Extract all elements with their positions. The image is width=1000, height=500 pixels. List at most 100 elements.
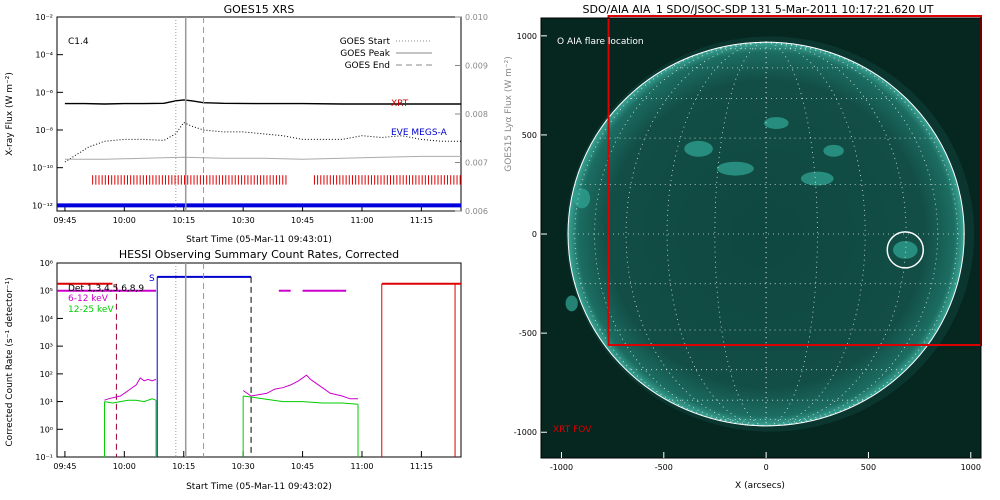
aia-ytick-label: 0 — [532, 230, 537, 239]
goes-ytick-label: 10⁻⁶ — [35, 88, 53, 97]
goes-title: GOES15 XRS — [224, 3, 295, 16]
aia-xlabel: X (arcsecs) — [735, 481, 785, 491]
goes-xtick-label: 10:15 — [172, 216, 195, 225]
aia-panel: SDO/AIA AIA_1 SDO/JSOC-SDP 131 5-Mar-201… — [514, 3, 983, 491]
aia-longitude-line — [766, 41, 958, 427]
hessi-state-bars — [57, 275, 461, 457]
goes-xtick-label: 10:00 — [113, 216, 136, 225]
aia-overlays — [540, 15, 983, 459]
hessi-y-axis: 10⁶ 10⁵ 10⁴ 10³ 10² 10¹ 10⁰ 10⁻¹ — [35, 259, 63, 462]
hessi-ytick-label: 10⁰ — [40, 425, 53, 434]
goes-y-axis: 10⁻² 10⁻⁴ 10⁻⁶ 10⁻⁸ 10⁻¹⁰ 10⁻¹² — [32, 13, 63, 210]
goes-y2tick-label: 0.006 — [465, 207, 488, 216]
aia-title: SDO/AIA AIA_1 SDO/JSOC-SDP 131 5-Mar-201… — [583, 3, 934, 16]
hessi-xtick-label: 10:45 — [291, 462, 314, 471]
hessi-xtick-label: 11:15 — [410, 462, 433, 471]
goes-ytick-label: 10⁻² — [35, 13, 53, 22]
hessi-ytick-label: 10¹ — [40, 398, 53, 407]
aia-active-region-3 — [800, 171, 834, 186]
goes-eve-annotation: EVE MEGS-A — [391, 128, 448, 138]
aia-longitude-line — [714, 41, 767, 427]
aia-axes: -1000 -500 0 500 1000 1000 500 0 -500 -1000 — [514, 32, 981, 472]
hessi-legend-1225: 12-25 keV — [68, 305, 114, 315]
goes-xtick-label: 10:30 — [232, 216, 255, 225]
hessi-series-line-3 — [243, 395, 359, 405]
hessi-legend-612: 6-12 keV — [68, 294, 109, 304]
hessi-legend: Det 1,3,4,5,6,8,9 6-12 keV 12-25 keV — [68, 284, 144, 315]
goes-y2tick-label: 0.007 — [465, 159, 488, 168]
hessi-xtick-label: 09:45 — [53, 462, 76, 471]
hessi-ytick-label: 10⁴ — [40, 314, 53, 323]
aia-longitude-line — [594, 41, 767, 427]
goes-class-label: C1.4 — [68, 37, 89, 47]
hessi-panel: HESSI Observing Summary Count Rates, Cor… — [5, 248, 462, 492]
hessi-legend-det: Det 1,3,4,5,6,8,9 — [68, 284, 144, 294]
hessi-flag-s: S — [149, 274, 155, 284]
aia-active-region-4 — [823, 144, 844, 157]
aia-ytick-label: 500 — [522, 131, 537, 140]
goes-xtick-label: 11:15 — [410, 216, 433, 225]
goes-series-line-2 — [64, 155, 461, 160]
goes-legend-peak: GOES Peak — [340, 49, 390, 59]
aia-xtick-label: 500 — [861, 463, 876, 472]
aia-frame — [540, 17, 982, 459]
goes-event-lines — [175, 17, 205, 211]
aia-legend-text: O AIA flare location — [557, 37, 644, 47]
hessi-ytick-label: 10⁻¹ — [35, 453, 53, 462]
goes-legend: GOES Start GOES Peak GOES End — [340, 37, 432, 71]
goes-y2-axis: 0.010 0.009 0.008 0.007 0.006 — [455, 13, 488, 216]
goes-legend-end: GOES End — [345, 61, 390, 71]
goes-series — [57, 99, 461, 208]
goes-ylabel-right: GOES15 Lyα Flux (W m⁻²) — [504, 56, 514, 172]
goes-xtick-label: 09:45 — [53, 216, 76, 225]
hessi-ytick-label: 10⁵ — [40, 287, 53, 296]
hessi-frame — [56, 262, 462, 458]
aia-longitude-line — [766, 41, 938, 427]
aia-xtick-label: -1000 — [550, 463, 573, 472]
hessi-xtick-label: 10:15 — [172, 462, 195, 471]
hessi-series-line-1 — [242, 374, 358, 400]
aia-longitude-line — [574, 41, 767, 427]
aia-active-region-2 — [764, 117, 789, 129]
aia-xtick-label: 0 — [764, 463, 769, 472]
goes-x-axis: 09:45 10:00 10:15 10:30 10:45 11:00 11:15 — [53, 205, 433, 225]
aia-longitude-line — [766, 41, 818, 427]
hessi-series — [104, 374, 359, 405]
goes-xrt-ticks — [92, 175, 461, 185]
hessi-ytick-label: 10⁶ — [40, 259, 53, 268]
goes-y2tick-label: 0.008 — [465, 110, 488, 119]
goes-ytick-label: 10⁻¹² — [32, 201, 53, 210]
goes-panel: GOES15 XRS C1.4 10⁻²10⁻⁴10⁻⁶10⁻⁸10⁻¹⁰10⁻… — [5, 3, 514, 245]
aia-flare-circle — [886, 231, 925, 269]
aia-longitude-line — [666, 41, 767, 427]
goes-ytick-label: 10⁻⁴ — [35, 51, 53, 60]
goes-legend-start: GOES Start — [340, 37, 391, 47]
aia-xtick-label: 1000 — [961, 463, 981, 472]
goes-ytick-label: 10⁻¹⁰ — [32, 164, 53, 173]
goes-xtick-label: 10:45 — [291, 216, 314, 225]
hessi-xtick-label: 11:00 — [350, 462, 373, 471]
aia-fov-label: XRT FOV — [553, 425, 592, 435]
hessi-ytick-label: 10³ — [40, 342, 53, 351]
aia-active-region-7 — [565, 295, 578, 312]
hessi-title: HESSI Observing Summary Count Rates, Cor… — [119, 248, 399, 261]
aia-active-region-5 — [893, 240, 918, 259]
goes-xtick-label: 11:00 — [350, 216, 373, 225]
hessi-series-line-0 — [104, 377, 157, 401]
goes-ylabel: X-ray Flux (W m⁻²) — [5, 72, 15, 156]
hessi-xtick-label: 10:00 — [113, 462, 136, 471]
hessi-ytick-label: 10² — [40, 370, 53, 379]
hessi-event-lines — [175, 263, 205, 457]
aia-active-region-1 — [717, 161, 754, 176]
aia-ytick-label: -500 — [519, 329, 537, 338]
aia-active-region-0 — [684, 140, 713, 157]
goes-series-line-0 — [64, 99, 461, 105]
hessi-xtick-label: 10:30 — [232, 462, 255, 471]
hessi-xlabel: Start Time (05-Mar-11 09:43:02) — [186, 482, 332, 492]
aia-disk — [568, 42, 965, 426]
goes-y2tick-label: 0.009 — [465, 62, 488, 71]
goes-y2tick-label: 0.010 — [465, 13, 488, 22]
hessi-series-line-2 — [104, 398, 157, 404]
